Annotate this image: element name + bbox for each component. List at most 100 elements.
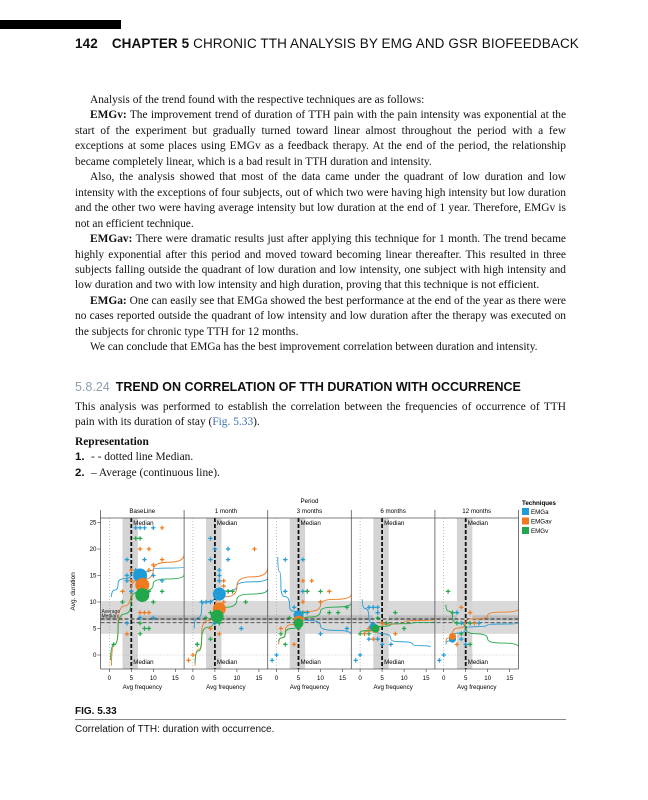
data-point-emga (129, 589, 134, 594)
data-point-emga (199, 599, 204, 605)
data-point-emgv (146, 626, 152, 631)
data-point-emga (441, 652, 446, 658)
data-point-emgav (221, 583, 226, 589)
x-tick-label: 10 (317, 675, 324, 682)
vertical-band (122, 518, 138, 669)
data-point-emgav (362, 631, 367, 636)
data-point-emgv (151, 599, 156, 605)
data-point-emga (459, 621, 464, 626)
emgv-text: The improvement trend of duration of TTH… (75, 109, 566, 168)
x-tick-label: 15 (506, 675, 513, 682)
x-tick-label: 0 (108, 675, 112, 682)
panel-label: BaseLine (129, 508, 155, 515)
data-point-emga (366, 605, 372, 610)
x-tick-label: 0 (442, 675, 446, 682)
data-point-emga (151, 615, 156, 621)
data-point-emgav (151, 562, 156, 568)
data-point-emgav (467, 610, 473, 615)
data-point-emgv (454, 621, 460, 626)
data-point-emgav (300, 599, 306, 605)
median-h-label: Median (102, 613, 119, 619)
legend-label-emgv: EMGv (531, 528, 549, 535)
x-axis-label: Avg frequency (123, 684, 163, 691)
data-point-emgav (142, 610, 147, 615)
legend-label-emga: EMGa (531, 509, 549, 516)
data-point-emga (142, 525, 147, 530)
data-point-emga (217, 568, 222, 573)
data-point-emgav (327, 589, 332, 594)
data-point-emga (463, 642, 468, 647)
y-tick-label: 10 (90, 599, 97, 606)
data-point-emgav (159, 525, 165, 530)
data-point-emgv (401, 626, 407, 631)
data-point-emga (124, 557, 130, 562)
data-point-emga (366, 636, 372, 642)
y-tick-label: 0 (93, 652, 97, 659)
data-point-emgav (309, 578, 314, 583)
mean-point-emgav (135, 578, 150, 593)
data-point-emga (300, 589, 306, 594)
median-label-bottom: Median (301, 659, 322, 666)
data-point-emgav (208, 626, 213, 631)
x-tick-label: 5 (380, 675, 384, 682)
horizontal-inner-band (100, 615, 519, 621)
data-point-emga (225, 557, 231, 562)
emga-paragraph: EMGa: One can easily see that EMGa showe… (75, 294, 566, 340)
mean-point-emgv (371, 624, 380, 633)
caption-divider (75, 719, 566, 720)
data-point-emga (159, 578, 165, 583)
data-point-emga (371, 605, 376, 610)
top-black-bar (0, 20, 121, 29)
data-point-emgv (305, 589, 310, 594)
data-point-emgv (142, 626, 147, 631)
data-point-emga (379, 642, 385, 647)
data-point-emgv (467, 621, 473, 626)
data-point-emgav (371, 636, 376, 642)
data-point-emga (225, 546, 231, 552)
legend-title: Techniques (522, 500, 556, 507)
x-tick-label: 15 (172, 675, 179, 682)
panel-label: 12 months (462, 508, 491, 515)
data-point-emgv (467, 642, 473, 647)
data-point-emgv (133, 536, 138, 541)
data-point-emgav (146, 546, 152, 552)
mean-point-emgv (135, 588, 150, 603)
data-point-emgav (120, 589, 125, 594)
legend-swatch-emga (522, 508, 529, 515)
median-label-bottom: Median (217, 659, 238, 666)
data-point-emgv (375, 615, 380, 621)
figure-label: FIG. 5.33 (75, 706, 117, 717)
representation: Representation 1. - - dotted line Median.… (75, 435, 220, 481)
median-label-top: Median (133, 520, 154, 527)
x-tick-label: 0 (358, 675, 362, 682)
x-tick-label: 5 (130, 675, 134, 682)
data-point-emgav (454, 642, 460, 647)
running-header: 142 CHAPTER 5 CHRONIC TTH ANALYSIS BY EMG… (75, 36, 579, 51)
median-label-bottom: Median (133, 659, 154, 666)
x-tick-label: 10 (484, 675, 491, 682)
x-tick-label: 10 (150, 675, 157, 682)
median-label-top: Median (301, 520, 322, 527)
page-number: 142 (75, 36, 98, 51)
data-point-emgv (111, 642, 116, 647)
emgav-label: EMGav: (90, 233, 133, 246)
figure-link[interactable]: Fig. 5.33 (212, 416, 254, 429)
data-point-emga (137, 615, 143, 621)
median-label-top: Median (468, 520, 489, 527)
x-tick-label: 15 (339, 675, 346, 682)
mean-point-emgv (210, 609, 224, 623)
data-point-emgav (146, 610, 152, 615)
x-tick-label: 0 (191, 675, 195, 682)
vertical-band (373, 518, 389, 669)
data-point-emga (212, 546, 218, 552)
chart-title: Period (301, 498, 319, 505)
y-axis-label: Avg. duration (70, 572, 77, 611)
x-tick-label: 5 (464, 675, 468, 682)
data-point-emgav (459, 605, 464, 610)
legend-label-emgav: EMGav (531, 519, 553, 526)
data-point-emga (208, 599, 213, 605)
x-tick-label: 5 (213, 675, 217, 682)
trend-line-emga (277, 556, 352, 635)
chapter-title: CHRONIC TTH ANALYSIS BY EMG AND GSR BIOF… (193, 36, 579, 51)
list-number: 1. (75, 451, 85, 464)
